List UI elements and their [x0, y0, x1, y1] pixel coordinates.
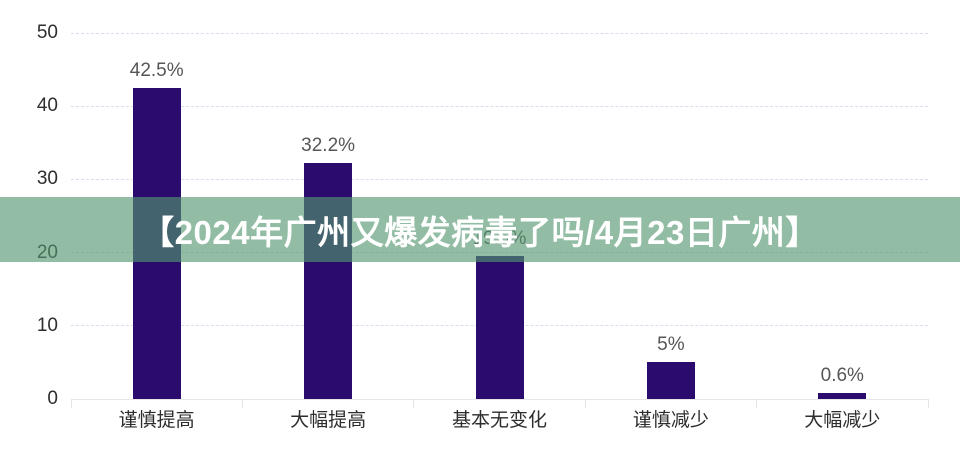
x-axis-category-label: 谨慎减少 — [632, 410, 709, 431]
x-axis-tick-mark — [413, 399, 415, 408]
x-axis-tick-mark — [927, 399, 929, 408]
bar-value-label: 42.5% — [129, 59, 184, 81]
gridline — [71, 105, 928, 107]
x-axis-tick-mark — [584, 399, 586, 408]
gridline — [71, 178, 928, 180]
y-axis-tick-label: 40 — [36, 95, 58, 117]
x-axis-tick-mark — [241, 399, 243, 408]
bar — [475, 256, 524, 399]
banner-title: 【2024年广州又爆发病毒了吗/4月23日广州】 — [141, 213, 819, 251]
bar — [646, 362, 695, 399]
y-axis-tick-label: 10 — [36, 314, 58, 336]
bar-value-label: 32.2% — [301, 135, 356, 157]
bar-value-label: 0.6% — [820, 365, 864, 386]
bar — [818, 393, 867, 399]
x-axis-category-label: 大幅提高 — [290, 410, 367, 431]
bar-value-label: 5% — [657, 334, 685, 356]
title-banner-overlay: 【2024年广州又爆发病毒了吗/4月23日广州】 — [0, 197, 960, 262]
y-axis-tick-label: 0 — [47, 388, 58, 409]
x-axis-line — [71, 398, 928, 400]
x-axis-tick-mark — [70, 399, 72, 408]
gridline — [71, 32, 928, 34]
y-axis-tick-label: 30 — [36, 168, 58, 190]
x-axis-category-label: 基本无变化 — [451, 410, 547, 431]
x-axis-tick-mark — [756, 399, 758, 408]
x-axis-category-label: 大幅减少 — [804, 410, 881, 431]
y-axis-tick-label: 50 — [36, 22, 58, 43]
x-axis-category-label: 谨慎提高 — [118, 410, 195, 431]
